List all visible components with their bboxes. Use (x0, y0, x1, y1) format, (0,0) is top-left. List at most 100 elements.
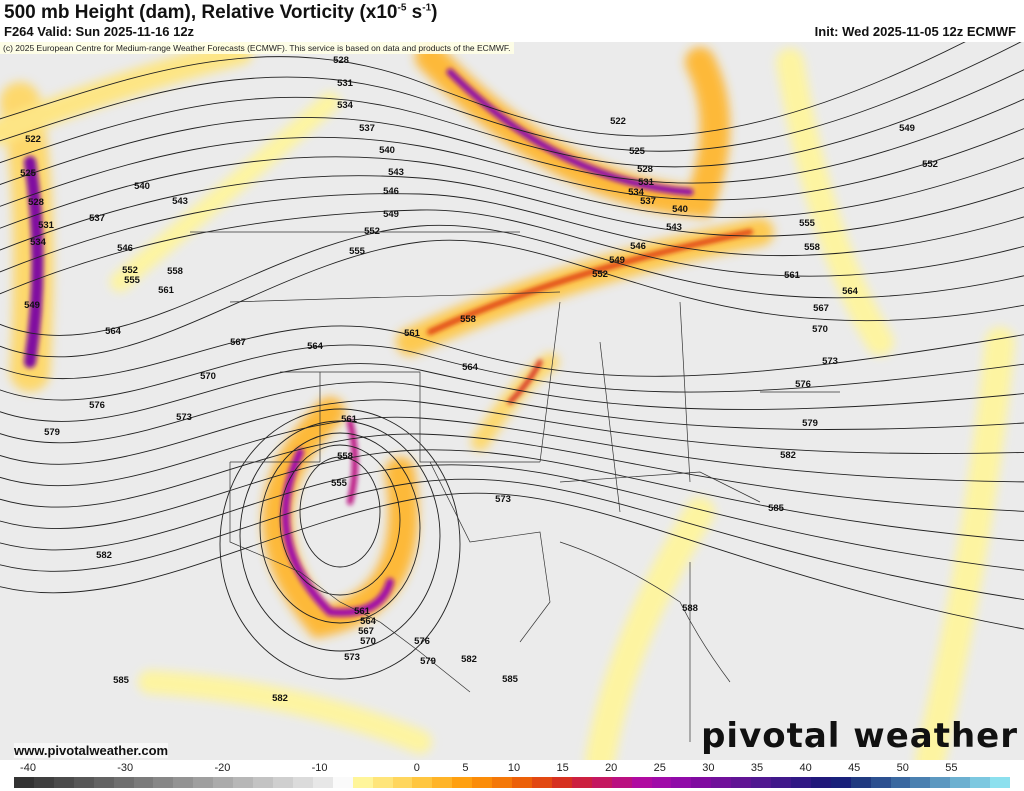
contour-label: 537 (89, 213, 105, 224)
contour-label: 558 (804, 242, 820, 253)
colorbar-swatch (711, 777, 732, 788)
contour-label: 582 (780, 450, 796, 461)
contour-label: 549 (899, 123, 915, 134)
colorbar-tick-label: 30 (702, 762, 715, 774)
colorbar-swatch (352, 777, 373, 788)
colorbar-tick-label: 20 (605, 762, 618, 774)
colorbar-swatch (412, 777, 433, 788)
contour-label: 555 (349, 246, 366, 257)
website-link[interactable]: www.pivotalweather.com (14, 743, 169, 758)
colorbar-swatch (53, 777, 74, 788)
colorbar-swatch (571, 777, 592, 788)
colorbar-tick-label: 5 (462, 762, 469, 774)
closed-low-contour (219, 408, 461, 680)
contour-label: 558 (460, 314, 476, 325)
contour-label: 579 (420, 656, 436, 667)
height-contour (0, 127, 1024, 207)
contour-label: 576 (414, 636, 430, 647)
contour-label: 573 (176, 412, 192, 423)
contour-label: 534 (628, 187, 645, 198)
colorbar-swatch (253, 777, 273, 788)
colorbar-swatch (193, 777, 214, 788)
contour-label: 549 (383, 209, 399, 220)
colorbar-tick-label: 25 (653, 762, 666, 774)
height-contour (0, 492, 1024, 630)
colorbar-swatch (14, 777, 34, 788)
contour-label: 564 (105, 326, 122, 337)
colorbar-swatch (691, 777, 712, 788)
colorbar-swatch (870, 777, 891, 788)
colorbar-tick-label: 10 (507, 762, 521, 774)
contour-label: 525 (20, 168, 37, 179)
colorbar-swatch (153, 777, 174, 788)
closed-low-contour (239, 420, 441, 652)
colorbar-swatch (173, 777, 194, 788)
contour-label: 528 (637, 164, 653, 175)
colorbar-tick-label: 50 (896, 762, 909, 774)
height-contour (0, 69, 1024, 168)
height-contour (0, 239, 1024, 358)
colorbar-swatch (452, 777, 473, 788)
state-borders (190, 231, 840, 742)
height-contour (0, 478, 1024, 600)
contour-label: 564 (307, 341, 324, 352)
colorbar-swatch (930, 777, 951, 788)
colorbar-tick-label: 0 (413, 762, 420, 774)
contour-label: 564 (842, 286, 859, 297)
contour-label: 585 (113, 675, 130, 686)
colorbar-swatch (771, 777, 791, 788)
contour-label: 561 (341, 414, 358, 425)
colorbar-tick-label: -20 (214, 762, 231, 774)
contour-label: 576 (795, 379, 811, 390)
height-contour (0, 224, 1024, 336)
contour-label: 585 (768, 503, 785, 514)
height-contour (0, 175, 1024, 251)
colorbar-swatch (292, 777, 313, 788)
contour-label: 543 (388, 167, 404, 178)
colorbar-swatch (492, 777, 513, 788)
height-contours (0, 42, 1024, 680)
colorbar-swatch (810, 777, 831, 788)
colorbar-swatch (33, 777, 54, 788)
contour-label: 573 (822, 356, 838, 367)
valid-time: F264 Valid: Sun 2025-11-16 12z (4, 24, 195, 39)
contour-label: 543 (172, 196, 188, 207)
contour-label: 561 (158, 285, 175, 296)
contour-label: 585 (502, 674, 519, 685)
contour-label: 555 (124, 275, 141, 286)
weather-map[interactable]: 528 531 534 537 540 543 546 549 552 555 522 525 528 5… (0, 42, 1024, 760)
colorbar-swatch (970, 777, 991, 788)
contour-label: 561 (404, 328, 421, 339)
contour-label: 546 (383, 186, 399, 197)
colorbar-swatch (233, 777, 254, 788)
colorbar-swatch (591, 777, 612, 788)
contour-label: 525 (629, 146, 646, 157)
height-contour (0, 156, 1024, 229)
colorbar-tick-label: 35 (750, 762, 764, 774)
colorbar-tick-label: -30 (117, 762, 134, 774)
contour-label: 570 (360, 636, 376, 647)
height-contour (0, 381, 1024, 444)
contour-label: 558 (337, 451, 353, 462)
colorbar-swatch (213, 777, 234, 788)
contour-label: 522 (610, 116, 626, 127)
contour-label: 531 (337, 78, 354, 89)
contour-label: 552 (592, 269, 608, 280)
colorbar-swatch (751, 777, 772, 788)
contour-label: 555 (331, 478, 348, 489)
contour-label: 579 (44, 427, 60, 438)
colorbar-swatch (133, 777, 154, 788)
height-contour (0, 98, 1024, 185)
contour-label: 552 (922, 159, 938, 170)
contour-label: 537 (640, 196, 656, 207)
contour-label: 561 (354, 606, 371, 617)
contour-label: 582 (461, 654, 477, 665)
colorbar-swatch (73, 777, 94, 788)
colorbar-swatch (113, 777, 134, 788)
contour-label: 570 (812, 324, 828, 335)
height-contour (0, 344, 1024, 401)
contour-label: 579 (802, 418, 818, 429)
contour-label: 534 (30, 237, 47, 248)
contour-label: 567 (230, 337, 246, 348)
colorbar-swatch (990, 777, 1011, 788)
